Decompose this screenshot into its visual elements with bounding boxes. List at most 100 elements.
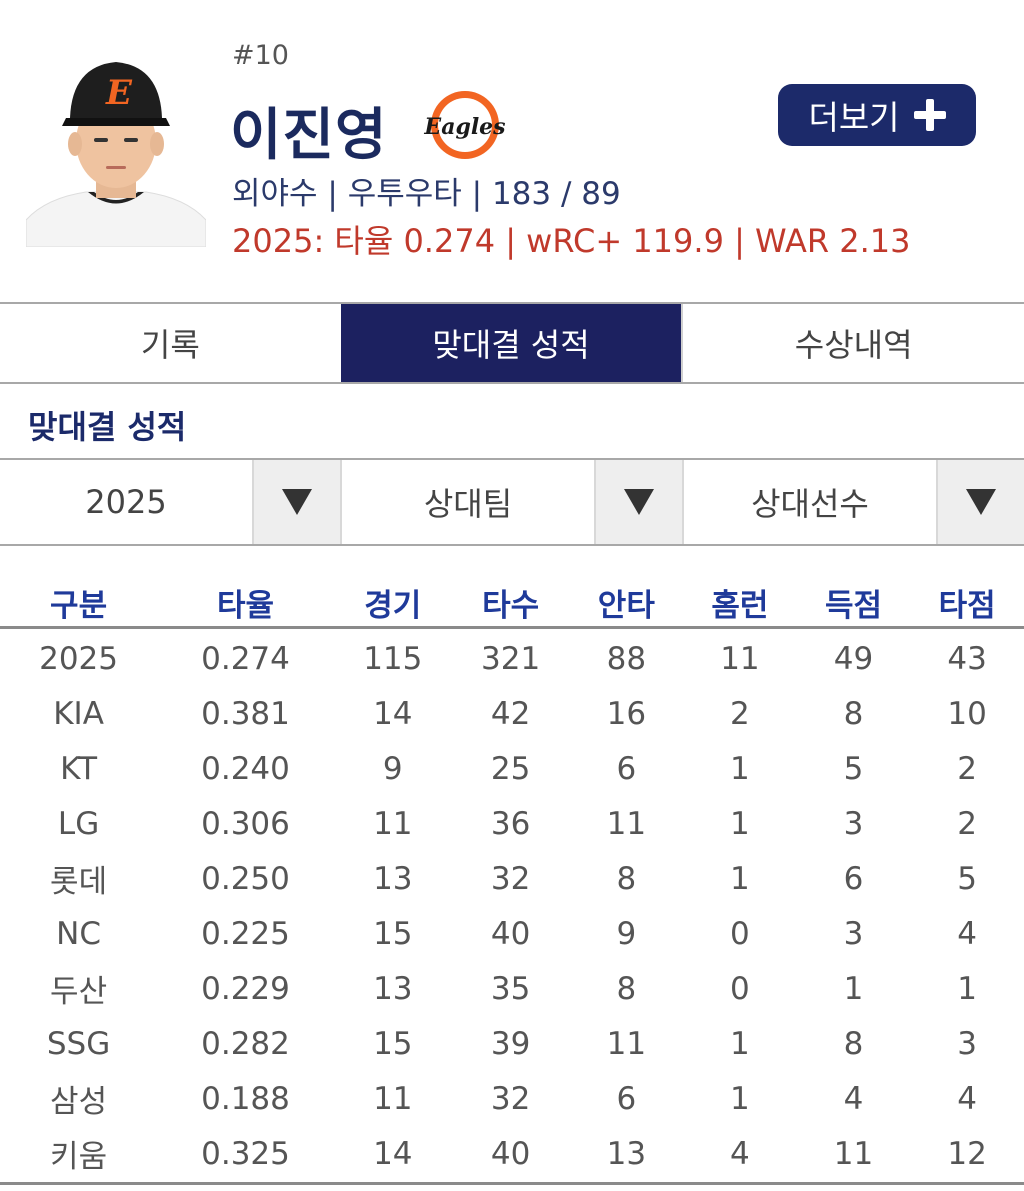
dropdown-arrow-icon — [282, 489, 312, 515]
table-cell: 39 — [490, 1025, 531, 1062]
table-cell: 13 — [373, 970, 413, 1007]
tab-awards[interactable]: 수상내역 — [681, 304, 1024, 382]
row-label-cell: NC — [56, 915, 101, 952]
table-cell: 0.225 — [201, 915, 290, 952]
column-header: 안타 — [569, 578, 684, 629]
table-row: 2025 0.274 115 321 88 11 49 43 — [0, 628, 1024, 687]
table-cell: 3 — [957, 1025, 978, 1062]
column-header: 타수 — [451, 578, 570, 629]
table-cell: 88 — [606, 640, 647, 677]
row-label-cell: 롯데 — [50, 864, 108, 900]
player-number: #10 — [232, 40, 289, 71]
table-cell: 0.282 — [201, 1025, 290, 1062]
year-select-toggle[interactable] — [252, 460, 340, 544]
table-cell: 6 — [616, 1080, 637, 1117]
table-cell: 4 — [957, 1080, 978, 1117]
table-cell: 1 — [730, 750, 750, 787]
opponent-player-toggle[interactable] — [936, 460, 1024, 544]
table-cell: 36 — [490, 805, 531, 842]
table-cell: 35 — [490, 970, 531, 1007]
row-label-cell: 2025 — [39, 640, 119, 677]
more-button-label: 더보기 — [808, 98, 900, 137]
table-cell: 32 — [490, 1080, 531, 1117]
tab-bar: 기록 맞대결 성적 수상내역 — [0, 302, 1024, 384]
table-row: NC 0.225 15 40 9 0 3 4 — [0, 906, 1024, 961]
table-header-row: 구분 타율 경기 타수 안타 홈런 득점 타점 — [0, 578, 1024, 629]
filter-bar: 2025 상대팀 상대선수 — [0, 458, 1024, 546]
table-cell: 13 — [373, 860, 413, 897]
table-cell: 1 — [730, 805, 750, 842]
table-cell: 4 — [957, 915, 978, 952]
table-cell: 0.229 — [201, 970, 290, 1007]
table-cell: 2 — [730, 695, 750, 732]
dropdown-arrow-icon — [624, 489, 654, 515]
table-cell: 42 — [490, 695, 531, 732]
column-header: 경기 — [333, 578, 452, 629]
table-cell: 49 — [833, 640, 874, 677]
table-cell: 115 — [363, 640, 423, 677]
table-cell: 8 — [616, 970, 637, 1007]
table-cell: 0.188 — [201, 1080, 290, 1117]
year-select[interactable]: 2025 — [0, 460, 340, 544]
table-cell: 5 — [957, 860, 978, 897]
eagles-logo: Eagles — [420, 88, 510, 163]
table-cell: 0.250 — [201, 860, 290, 897]
table-cell: 43 — [947, 640, 987, 677]
table-cell: 4 — [730, 1135, 750, 1172]
column-header: 홈런 — [683, 578, 797, 629]
section-title: 맞대결 성적 — [28, 408, 187, 446]
player-photo: E — [26, 40, 206, 247]
table-cell: 16 — [606, 695, 647, 732]
table-cell: 11 — [833, 1135, 874, 1172]
table-cell: 25 — [490, 750, 531, 787]
opponent-team-toggle[interactable] — [594, 460, 682, 544]
table-row: 두산 0.229 13 35 8 0 1 1 — [0, 961, 1024, 1016]
table-cell: 11 — [720, 640, 760, 677]
column-header: 구분 — [0, 578, 158, 629]
opponent-team-select[interactable]: 상대팀 — [340, 460, 682, 544]
table-cell: 11 — [373, 805, 413, 842]
table-cell: 321 — [481, 640, 541, 677]
tab-matchup[interactable]: 맞대결 성적 — [340, 304, 682, 382]
table-cell: 2 — [957, 805, 978, 842]
table-cell: 1 — [843, 970, 864, 1007]
dropdown-arrow-icon — [966, 489, 996, 515]
table-cell: 15 — [373, 915, 413, 952]
table-row: 삼성 0.188 11 32 6 1 4 4 — [0, 1071, 1024, 1126]
table-cell: 4 — [843, 1080, 864, 1117]
column-header: 타율 — [157, 578, 334, 629]
column-header: 득점 — [796, 578, 911, 629]
table-body: 2025 0.274 115 321 88 11 49 43 KIA 0.381 14 42 16 2 8 1… — [0, 628, 1024, 1182]
row-label-cell: 삼성 — [50, 1084, 108, 1120]
table-cell: 5 — [843, 750, 864, 787]
table-cell: 11 — [373, 1080, 413, 1117]
column-header: 타점 — [910, 578, 1024, 629]
table-row: 롯데 0.250 13 32 8 1 6 5 — [0, 851, 1024, 906]
table-cell: 2 — [957, 750, 978, 787]
table-cell: 40 — [490, 915, 531, 952]
more-button[interactable]: 더보기 — [778, 84, 976, 146]
row-label-cell: KIA — [53, 695, 104, 732]
table-row: LG 0.306 11 36 11 1 3 2 — [0, 796, 1024, 851]
table-cell: 40 — [490, 1135, 531, 1172]
table-cell: 1 — [957, 970, 978, 1007]
table-cell: 0.381 — [201, 695, 290, 732]
row-label-cell: SSG — [46, 1025, 111, 1062]
table-cell: 8 — [843, 1025, 864, 1062]
table-cell: 9 — [616, 915, 637, 952]
plus-icon — [913, 99, 946, 131]
table-cell: 14 — [373, 1135, 413, 1172]
opponent-player-select[interactable]: 상대선수 — [682, 460, 1024, 544]
table-cell: 3 — [843, 915, 864, 952]
table-cell: 0.306 — [201, 805, 290, 842]
player-name: 이진영 — [230, 103, 388, 168]
table-cell: 8 — [843, 695, 864, 732]
table-cell: 10 — [947, 695, 987, 732]
table-cell: 9 — [382, 750, 403, 787]
row-label-cell: LG — [57, 805, 100, 842]
tab-records[interactable]: 기록 — [140, 326, 200, 364]
table-row: SSG 0.282 15 39 11 1 8 3 — [0, 1016, 1024, 1071]
table-cell: 14 — [373, 695, 413, 732]
table-cell: 0.274 — [201, 640, 290, 677]
table-cell: 1 — [730, 1025, 750, 1062]
